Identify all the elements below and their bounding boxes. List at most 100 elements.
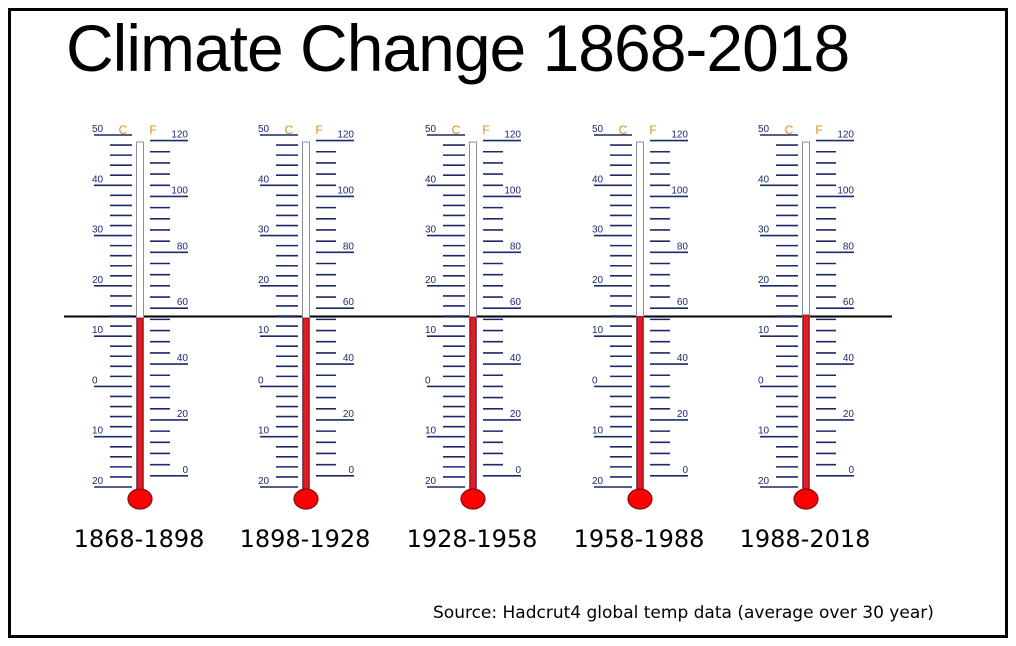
fahrenheit-tick-label: 100 [504,185,521,196]
celsius-tick-label: 30 [592,225,604,236]
celsius-tick-label: 40 [758,174,770,185]
fahrenheit-tick-label: 40 [677,353,689,364]
celsius-tick-label: 30 [258,225,270,236]
fahrenheit-tick-label: 60 [177,297,189,308]
celsius-tick-label: 0 [92,375,98,386]
fahrenheit-tick-label: 20 [510,409,522,420]
celsius-tick-label: 50 [592,124,604,135]
fahrenheit-tick-label: 100 [337,185,354,196]
thermometer-bulb [127,488,153,510]
celsius-tick-label: 30 [92,225,104,236]
page-title: Climate Change 1868-2018 [66,11,850,85]
fahrenheit-tick-label: 0 [182,465,188,476]
celsius-unit-label: C [785,123,794,137]
fahrenheit-tick-label: 40 [343,353,355,364]
mercury-column [802,314,810,497]
fahrenheit-tick-label: 80 [177,241,189,252]
celsius-tick-label: 10 [92,325,104,336]
fahrenheit-tick-label: 60 [843,297,855,308]
celsius-tick-label: 40 [258,174,270,185]
fahrenheit-tick-label: 0 [848,465,854,476]
fahrenheit-tick-label: 0 [682,465,688,476]
thermometer-bulb [793,488,819,510]
fahrenheit-tick-label: 40 [510,353,522,364]
fahrenheit-tick-label: 20 [343,409,355,420]
fahrenheit-tick-label: 120 [837,130,854,141]
celsius-tick-label: 40 [92,174,104,185]
celsius-tick-label: 10 [592,426,604,437]
period-label: 1928-1958 [407,525,538,553]
fahrenheit-unit-label: F [149,123,156,137]
celsius-tick-label: 20 [258,275,270,286]
thermometer-3: C F5040302010010201201008060402001928-195… [407,123,538,553]
celsius-tick-label: 10 [592,325,604,336]
celsius-tick-label: 20 [592,275,604,286]
fahrenheit-tick-label: 20 [677,409,689,420]
fahrenheit-tick-label: 20 [843,409,855,420]
celsius-tick-label: 20 [425,476,437,487]
fahrenheit-tick-label: 60 [343,297,355,308]
celsius-tick-label: 30 [758,225,770,236]
mercury-column [302,317,310,497]
fahrenheit-tick-label: 20 [177,409,189,420]
fahrenheit-tick-label: 120 [504,130,521,141]
source-note: Source: Hadcrut4 global temp data (avera… [433,603,934,623]
celsius-tick-label: 20 [758,476,770,487]
fahrenheit-tick-label: 100 [171,185,188,196]
celsius-tick-label: 50 [425,124,437,135]
celsius-tick-label: 0 [258,375,264,386]
thermometer-2: C F5040302010010201201008060402001898-192… [240,123,371,553]
celsius-tick-label: 20 [592,476,604,487]
celsius-tick-label: 20 [92,476,104,487]
fahrenheit-tick-label: 120 [171,130,188,141]
celsius-unit-label: C [119,123,128,137]
celsius-unit-label: C [619,123,628,137]
celsius-tick-label: 50 [92,124,104,135]
thermometer-bulb [460,488,486,510]
fahrenheit-tick-label: 60 [510,297,522,308]
celsius-tick-label: 10 [425,426,437,437]
period-label: 1868-1898 [74,525,205,553]
image-frame [8,8,1008,638]
celsius-tick-label: 20 [92,275,104,286]
celsius-tick-label: 0 [758,375,764,386]
period-label: 1898-1928 [240,525,371,553]
fahrenheit-tick-label: 0 [515,465,521,476]
thermometer-bulb [293,488,319,510]
celsius-tick-label: 50 [758,124,770,135]
period-label: 1988-2018 [740,525,871,553]
mercury-column [136,317,144,497]
fahrenheit-tick-label: 80 [843,241,855,252]
fahrenheit-tick-label: 100 [671,185,688,196]
celsius-tick-label: 10 [258,325,270,336]
celsius-tick-label: 10 [258,426,270,437]
fahrenheit-tick-label: 0 [348,465,354,476]
celsius-unit-label: C [285,123,294,137]
celsius-tick-label: 20 [258,476,270,487]
fahrenheit-tick-label: 80 [343,241,355,252]
mercury-column [636,316,644,497]
fahrenheit-unit-label: F [482,123,489,137]
fahrenheit-tick-label: 40 [843,353,855,364]
fahrenheit-tick-label: 120 [671,130,688,141]
celsius-tick-label: 10 [425,325,437,336]
celsius-tick-label: 0 [425,375,431,386]
celsius-tick-label: 40 [425,174,437,185]
fahrenheit-tick-label: 80 [677,241,689,252]
celsius-tick-label: 10 [758,325,770,336]
fahrenheit-tick-label: 100 [837,185,854,196]
fahrenheit-tick-label: 40 [177,353,189,364]
thermometer-5: C F5040302010010201201008060402001988-201… [740,123,871,553]
thermometer-1: C F5040302010010201201008060402001868-189… [74,123,205,553]
mercury-column [469,316,477,497]
fahrenheit-unit-label: F [649,123,656,137]
period-label: 1958-1988 [574,525,705,553]
celsius-tick-label: 0 [592,375,598,386]
fahrenheit-tick-label: 60 [677,297,689,308]
celsius-tick-label: 30 [425,225,437,236]
fahrenheit-tick-label: 80 [510,241,522,252]
thermometer-4: C F5040302010010201201008060402001958-198… [574,123,705,553]
fahrenheit-unit-label: F [315,123,322,137]
celsius-tick-label: 20 [425,275,437,286]
